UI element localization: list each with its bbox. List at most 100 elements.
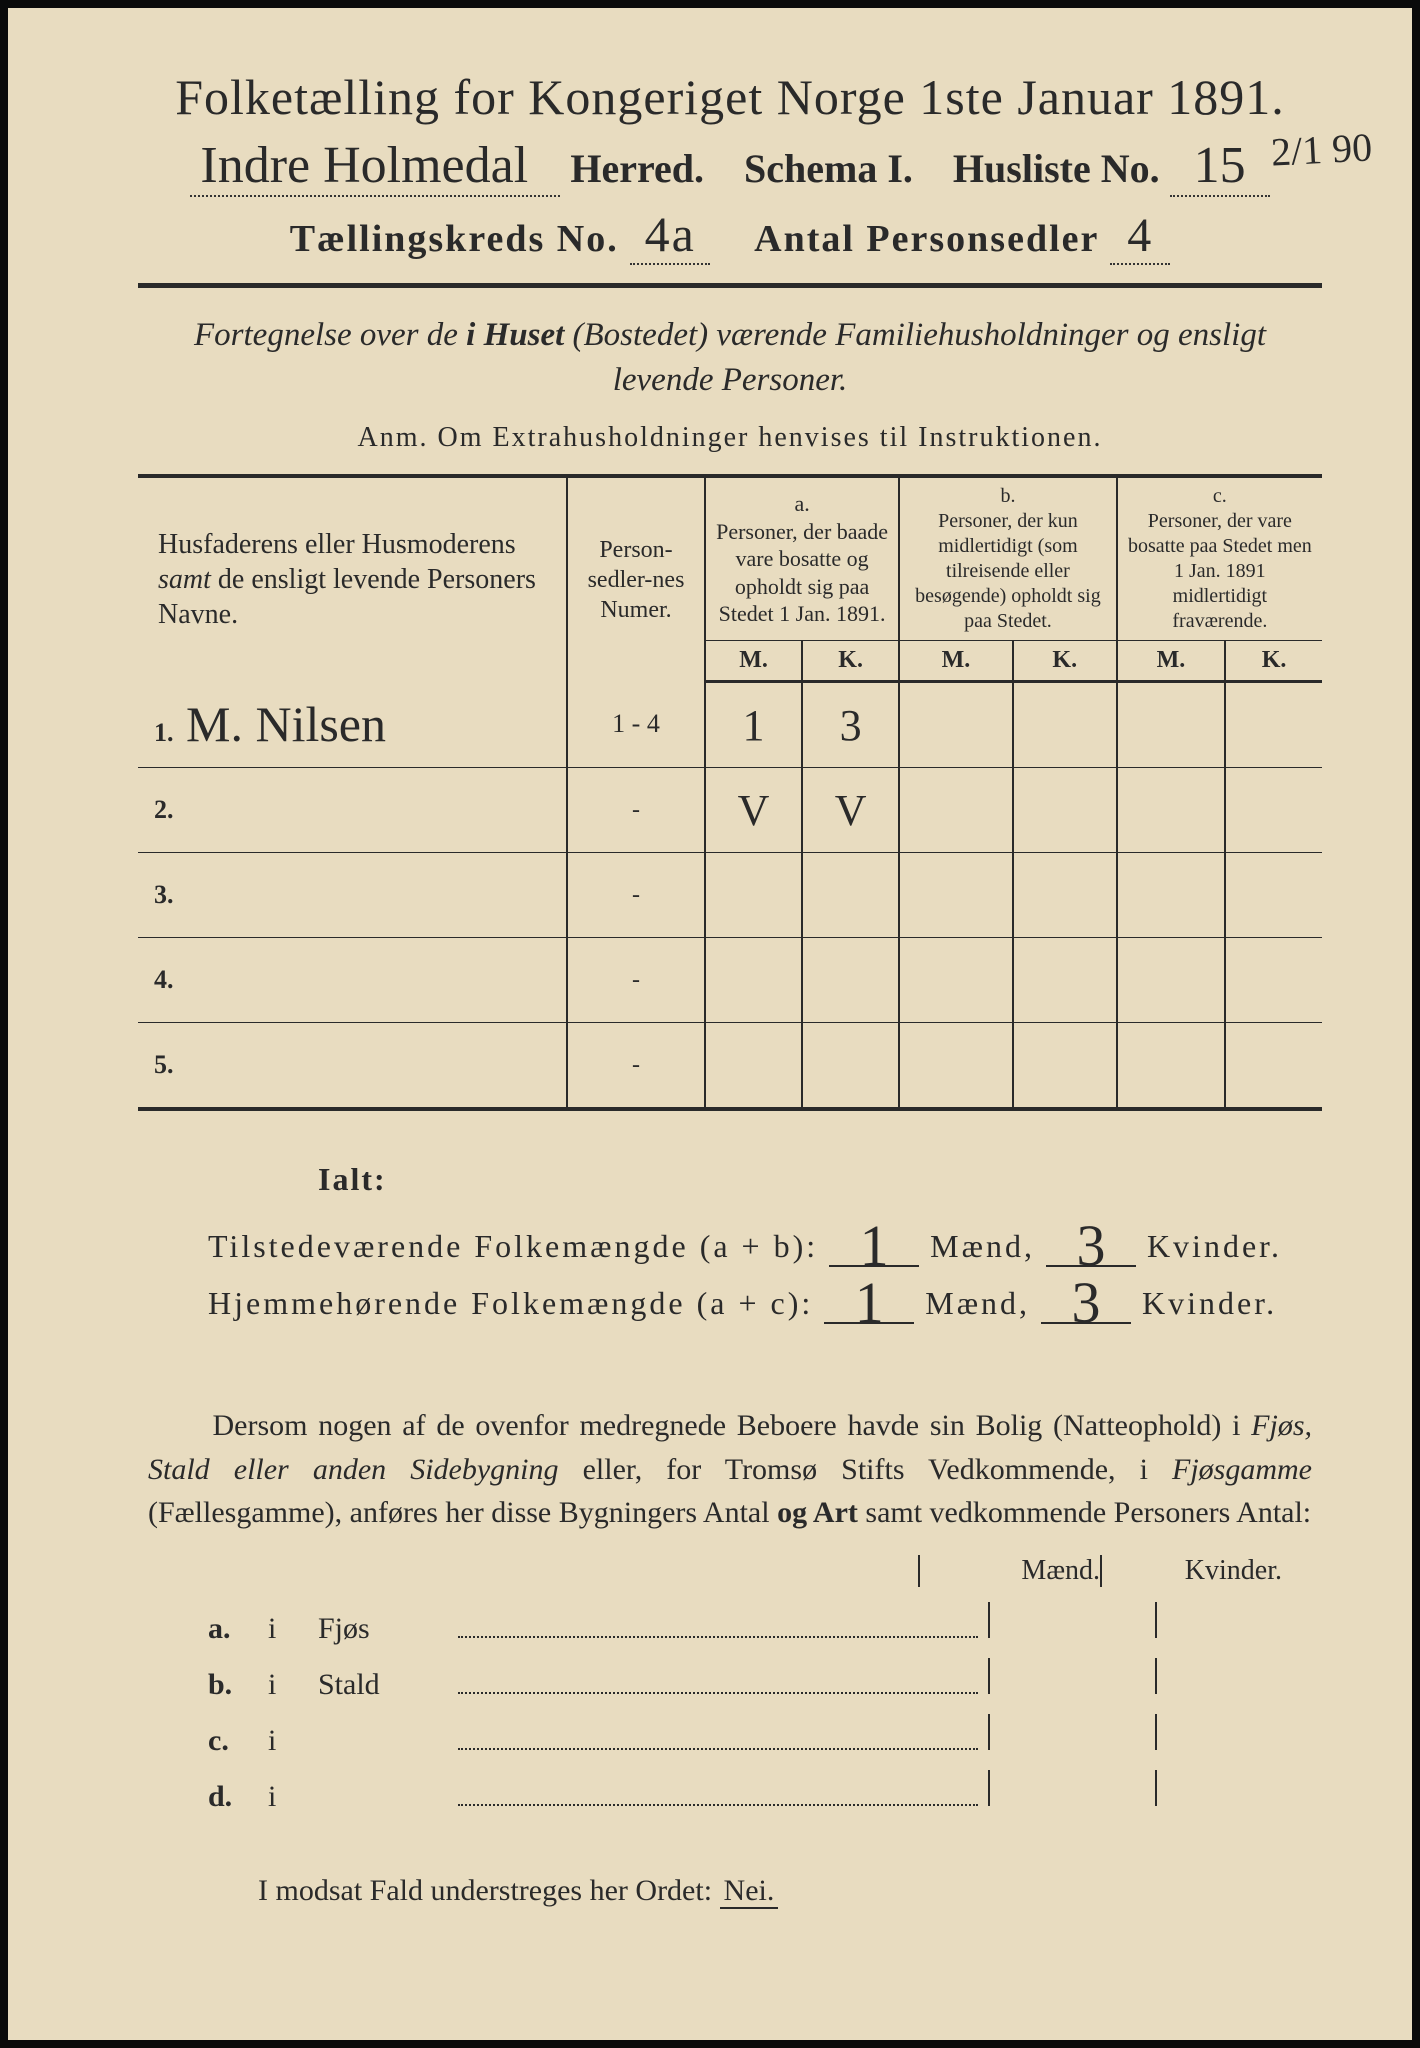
abcd-list: a.iFjøsb.iStaldc.id.i bbox=[138, 1602, 1322, 1814]
abcd-col-m bbox=[988, 1770, 1155, 1806]
husliste-label: Husliste No. bbox=[953, 146, 1160, 191]
mk-header: Mænd.Kvinder. bbox=[138, 1555, 1322, 1587]
b-m-cell bbox=[899, 1023, 1013, 1110]
b-m-cell bbox=[899, 853, 1013, 938]
col-a-m: M. bbox=[705, 641, 802, 682]
anm-note: Anm. Om Extrahusholdninger henvises til … bbox=[138, 422, 1322, 454]
table-row: 3.- bbox=[138, 853, 1322, 938]
fortegnelse-pre: Fortegnelse over de bbox=[194, 317, 466, 353]
ialt-1-k: 3 bbox=[1076, 1213, 1105, 1278]
table-row: 1.M. Nilsen1 - 413 bbox=[138, 682, 1322, 768]
table-row: 2.-VV bbox=[138, 768, 1322, 853]
abcd-col-m bbox=[988, 1714, 1155, 1750]
col-a-text: Personer, der baade vare bosatte og opho… bbox=[714, 518, 890, 628]
name-handwritten: M. Nilsen bbox=[186, 696, 386, 752]
ialt-kvinder-1: Kvinder. bbox=[1147, 1228, 1282, 1264]
ialt-1-m: 1 bbox=[860, 1213, 889, 1278]
col-header-numer: Person-sedler-nes Numer. bbox=[567, 476, 705, 682]
sedler-handwritten: 4 bbox=[1110, 208, 1170, 265]
abcd-label: d. bbox=[208, 1780, 268, 1814]
a-m-cell: V bbox=[705, 768, 802, 853]
col-b-k: K. bbox=[1013, 641, 1117, 682]
ialt-2-m: 1 bbox=[855, 1270, 884, 1335]
abcd-row: c.i bbox=[208, 1714, 1322, 1758]
ialt-label: Ialt: bbox=[318, 1161, 1322, 1198]
abcd-i: i bbox=[268, 1612, 318, 1646]
ialt-1-pre: Tilstedeværende Folkemængde (a + b): bbox=[208, 1228, 818, 1264]
b-k-cell bbox=[1013, 938, 1117, 1023]
col-b-m: M. bbox=[899, 641, 1013, 682]
ialt-2-k: 3 bbox=[1072, 1270, 1101, 1335]
census-page: Folketælling for Kongeriget Norge 1ste J… bbox=[0, 0, 1420, 2048]
dersom-paragraph: Dersom nogen af de ovenfor medregnede Be… bbox=[138, 1404, 1322, 1535]
b-k-cell bbox=[1013, 853, 1117, 938]
ialt-kvinder-2: Kvinder. bbox=[1142, 1285, 1277, 1321]
col-b-label: b. bbox=[908, 484, 1108, 509]
abcd-col-k bbox=[1155, 1602, 1322, 1638]
c-k-cell bbox=[1225, 768, 1322, 853]
abcd-i: i bbox=[268, 1780, 318, 1814]
ialt-maend-1: Mænd, bbox=[930, 1228, 1035, 1264]
census-table: Husfaderens eller Husmoderens samt de en… bbox=[138, 474, 1322, 1111]
col-b-text: Personer, der kun midlertidigt (som tilr… bbox=[908, 509, 1108, 634]
numer-cell: - bbox=[567, 768, 705, 853]
a-k-cell: V bbox=[802, 768, 899, 853]
numer-cell: - bbox=[567, 1023, 705, 1110]
abcd-col-k bbox=[1155, 1714, 1322, 1750]
name-cell: 1.M. Nilsen bbox=[138, 682, 567, 768]
b-k-cell bbox=[1013, 768, 1117, 853]
numer-cell: 1 - 4 bbox=[567, 682, 705, 768]
abcd-i: i bbox=[268, 1668, 318, 1702]
abcd-dots bbox=[458, 1612, 978, 1638]
col-c-text: Personer, der vare bosatte paa Stedet me… bbox=[1126, 509, 1314, 634]
ialt-2-pre: Hjemmehørende Folkemængde (a + c): bbox=[208, 1285, 813, 1321]
herred-label: Herred. bbox=[570, 146, 704, 191]
a-m-cell bbox=[705, 1023, 802, 1110]
header-line-3: Tællingskreds No. 4a Antal Personsedler … bbox=[138, 205, 1322, 265]
divider bbox=[138, 283, 1322, 288]
abcd-dots bbox=[458, 1668, 978, 1694]
table-row: 4.- bbox=[138, 938, 1322, 1023]
ialt-line-2: Hjemmehørende Folkemængde (a + c): 1 Mæn… bbox=[138, 1285, 1322, 1324]
herred-handwritten: Indre Holmedal bbox=[190, 136, 560, 197]
abcd-what: Stald bbox=[318, 1668, 458, 1702]
abcd-col-m bbox=[988, 1602, 1155, 1638]
page-title: Folketælling for Kongeriget Norge 1ste J… bbox=[138, 68, 1322, 126]
kreds-label: Tællingskreds No. bbox=[290, 218, 619, 260]
col-header-a: a. Personer, der baade vare bosatte og o… bbox=[705, 476, 899, 641]
fortegnelse-paren: (Bostedet) bbox=[564, 317, 716, 353]
abcd-label: a. bbox=[208, 1612, 268, 1646]
fortegnelse-text: Fortegnelse over de i Huset (Bostedet) v… bbox=[178, 313, 1282, 402]
ialt-section: Ialt: Tilstedeværende Folkemængde (a + b… bbox=[138, 1161, 1322, 1324]
table-row: 5.- bbox=[138, 1023, 1322, 1110]
name-cell: 2. bbox=[138, 768, 567, 853]
abcd-row: a.iFjøs bbox=[208, 1602, 1322, 1646]
husliste-handwritten: 15 bbox=[1170, 136, 1270, 197]
c-m-cell bbox=[1117, 853, 1225, 938]
c-m-cell bbox=[1117, 682, 1225, 768]
c-k-cell bbox=[1225, 853, 1322, 938]
b-m-cell bbox=[899, 682, 1013, 768]
ialt-line-1: Tilstedeværende Folkemængde (a + b): 1 M… bbox=[138, 1228, 1322, 1267]
ialt-maend-2: Mænd, bbox=[925, 1285, 1030, 1321]
abcd-col-k bbox=[1155, 1658, 1322, 1694]
a-k-cell bbox=[802, 853, 899, 938]
margin-date-note: 2/1 90 bbox=[1270, 123, 1373, 175]
abcd-row: b.iStald bbox=[208, 1658, 1322, 1702]
abcd-what: Fjøs bbox=[318, 1612, 458, 1646]
a-k-cell: 3 bbox=[802, 682, 899, 768]
sedler-label: Antal Personsedler bbox=[754, 218, 1099, 260]
abcd-dots bbox=[458, 1780, 978, 1806]
c-k-cell bbox=[1225, 1023, 1322, 1110]
name-cell: 3. bbox=[138, 853, 567, 938]
name-cell: 4. bbox=[138, 938, 567, 1023]
abcd-col-m bbox=[988, 1658, 1155, 1694]
c-m-cell bbox=[1117, 938, 1225, 1023]
modsat-line: I modsat Fald understreges her Ordet: Ne… bbox=[138, 1874, 1322, 1908]
a-k-cell bbox=[802, 938, 899, 1023]
c-m-cell bbox=[1117, 1023, 1225, 1110]
c-k-cell bbox=[1225, 682, 1322, 768]
abcd-col-k bbox=[1155, 1770, 1322, 1806]
col-a-k: K. bbox=[802, 641, 899, 682]
abcd-i: i bbox=[268, 1724, 318, 1758]
